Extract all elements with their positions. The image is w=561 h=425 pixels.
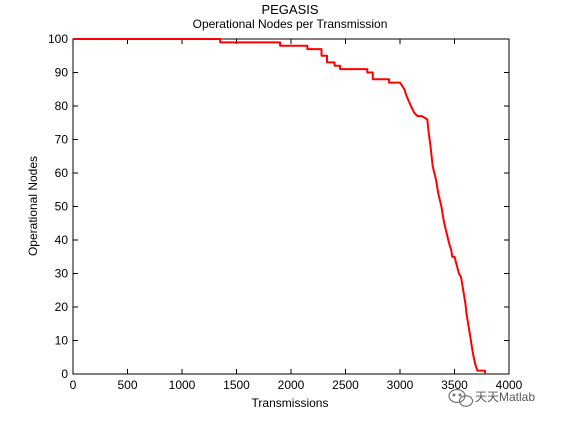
y-tick-label-4: 40 <box>55 233 69 247</box>
x-tick-label-3: 1500 <box>223 378 250 392</box>
y-tick-label-9: 90 <box>55 66 69 80</box>
x-tick-label-7: 3500 <box>441 378 468 392</box>
x-tick-label-8: 4000 <box>496 378 523 392</box>
x-axis-ticks: 0 500 1000 1500 2000 2500 3000 3500 4000 <box>70 39 523 392</box>
x-tick-label-6: 3000 <box>387 378 414 392</box>
y-tick-label-8: 80 <box>55 99 69 113</box>
x-tick-label-2: 1000 <box>169 378 196 392</box>
y-tick-label-5: 50 <box>55 200 69 214</box>
x-tick-label-0: 0 <box>70 378 77 392</box>
x-tick-label-5: 2500 <box>332 378 359 392</box>
y-axis-ticks: 0 10 20 30 40 50 60 70 80 90 100 <box>48 32 509 381</box>
y-tick-label-6: 60 <box>55 166 69 180</box>
y-axis-label: Operational Nodes <box>26 156 40 256</box>
x-axis-label: Transmissions <box>252 396 329 410</box>
x-tick-label-1: 500 <box>117 378 137 392</box>
series-line-operational-nodes <box>73 38 486 374</box>
chart-title: PEGASIS <box>261 2 318 17</box>
chart-subtitle: Operational Nodes per Transmission <box>193 17 388 31</box>
y-tick-label-7: 70 <box>55 133 69 147</box>
x-tick-label-4: 2000 <box>278 378 305 392</box>
plot-area <box>72 38 510 375</box>
watermark-text: 天天Matlab <box>475 390 535 404</box>
y-tick-label-2: 20 <box>55 300 69 314</box>
wechat-icon <box>448 389 474 407</box>
y-tick-label-10: 100 <box>48 32 68 46</box>
y-tick-label-1: 10 <box>55 334 69 348</box>
watermark: 天天Matlab <box>448 389 535 407</box>
y-tick-label-0: 0 <box>61 367 68 381</box>
y-tick-label-3: 30 <box>55 267 69 281</box>
